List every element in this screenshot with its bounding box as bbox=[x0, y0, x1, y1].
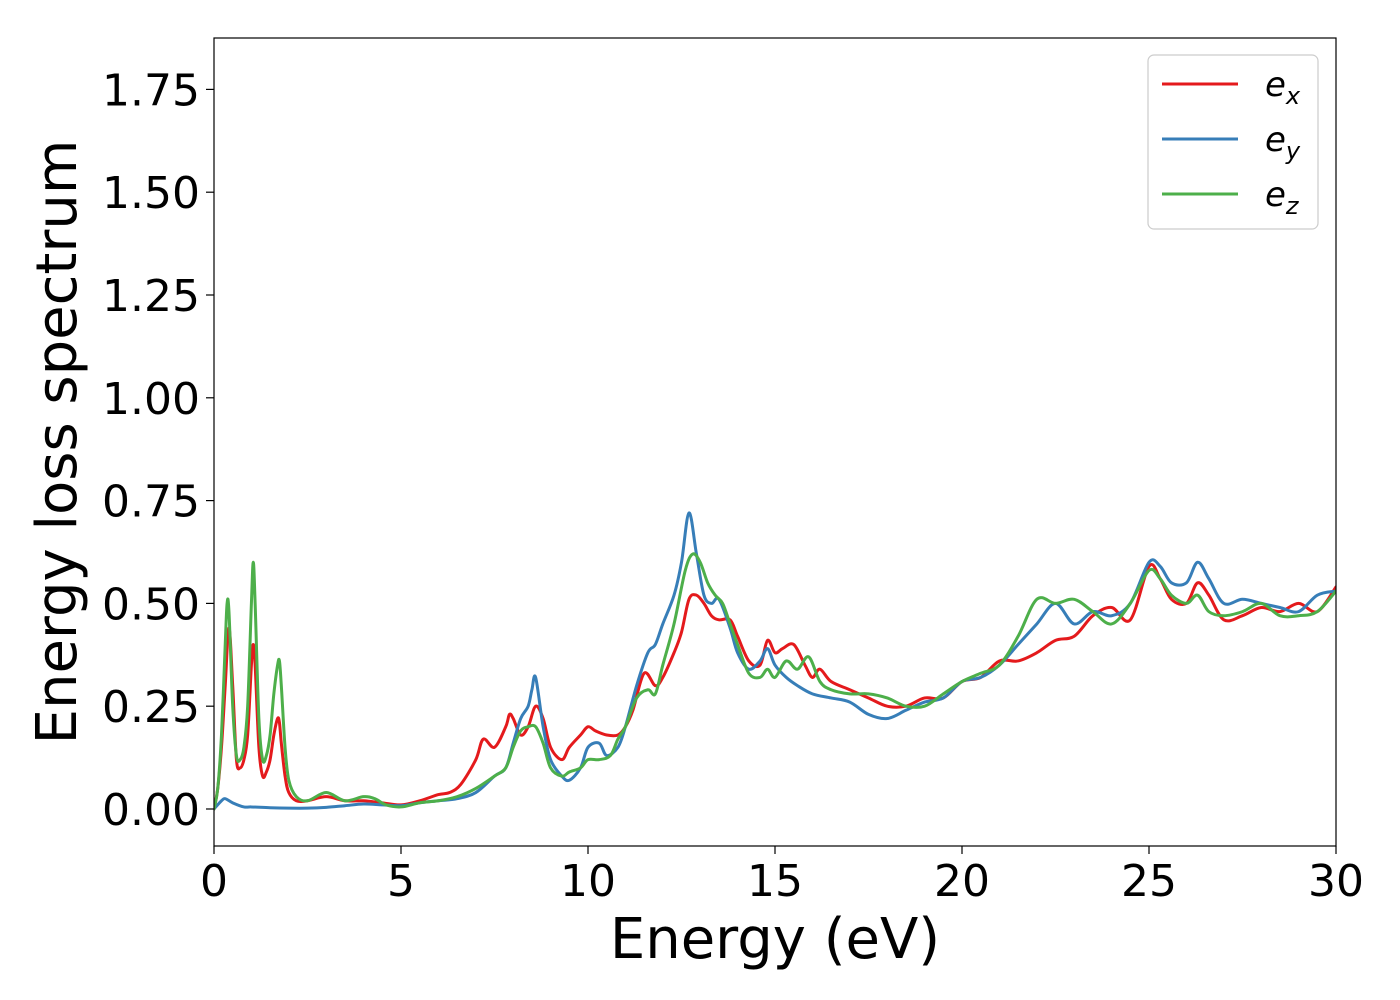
y-tick-label: 0.00 bbox=[102, 785, 200, 836]
legend-label-base: e bbox=[1265, 175, 1286, 215]
legend-label-subscript: z bbox=[1285, 192, 1300, 220]
y-tick-label: 1.25 bbox=[102, 271, 200, 322]
series-line-x bbox=[214, 563, 1336, 811]
series-line-y bbox=[214, 511, 1336, 811]
legend-label-base: e bbox=[1265, 120, 1286, 160]
legend-box bbox=[1147, 54, 1319, 230]
y-tick-label: 1.50 bbox=[102, 168, 200, 219]
legend-label-x: ex bbox=[1265, 65, 1301, 110]
y-tick-label: 0.50 bbox=[102, 579, 200, 630]
x-axis: 0 5 10 15 20 25 30 bbox=[200, 846, 1364, 907]
y-axis-title: Energy loss spectrum bbox=[25, 140, 90, 745]
series-layer bbox=[214, 511, 1336, 811]
legend-label-subscript: x bbox=[1285, 82, 1301, 110]
legend-label-y: ey bbox=[1265, 120, 1301, 165]
y-tick-label: 0.25 bbox=[102, 682, 200, 733]
series-line-z bbox=[214, 552, 1336, 811]
legend-label-subscript: y bbox=[1285, 137, 1301, 165]
legend-label-z: ez bbox=[1265, 175, 1300, 220]
x-tick-label: 25 bbox=[1121, 856, 1177, 907]
x-tick-label: 15 bbox=[747, 856, 803, 907]
y-tick-label: 0.75 bbox=[102, 477, 200, 528]
x-tick-label: 10 bbox=[560, 856, 616, 907]
legend-label-base: e bbox=[1265, 65, 1286, 105]
x-axis-title: Energy (eV) bbox=[610, 907, 940, 972]
y-tick-label: 1.00 bbox=[102, 374, 200, 425]
y-tick-label: 1.75 bbox=[102, 65, 200, 116]
x-tick-label: 20 bbox=[934, 856, 990, 907]
x-tick-label: 30 bbox=[1308, 856, 1364, 907]
y-axis: 0.00 0.25 0.50 0.75 1.00 1.25 1.50 1.75 bbox=[102, 65, 214, 836]
x-tick-label: 5 bbox=[387, 856, 415, 907]
x-tick-label: 0 bbox=[200, 856, 228, 907]
